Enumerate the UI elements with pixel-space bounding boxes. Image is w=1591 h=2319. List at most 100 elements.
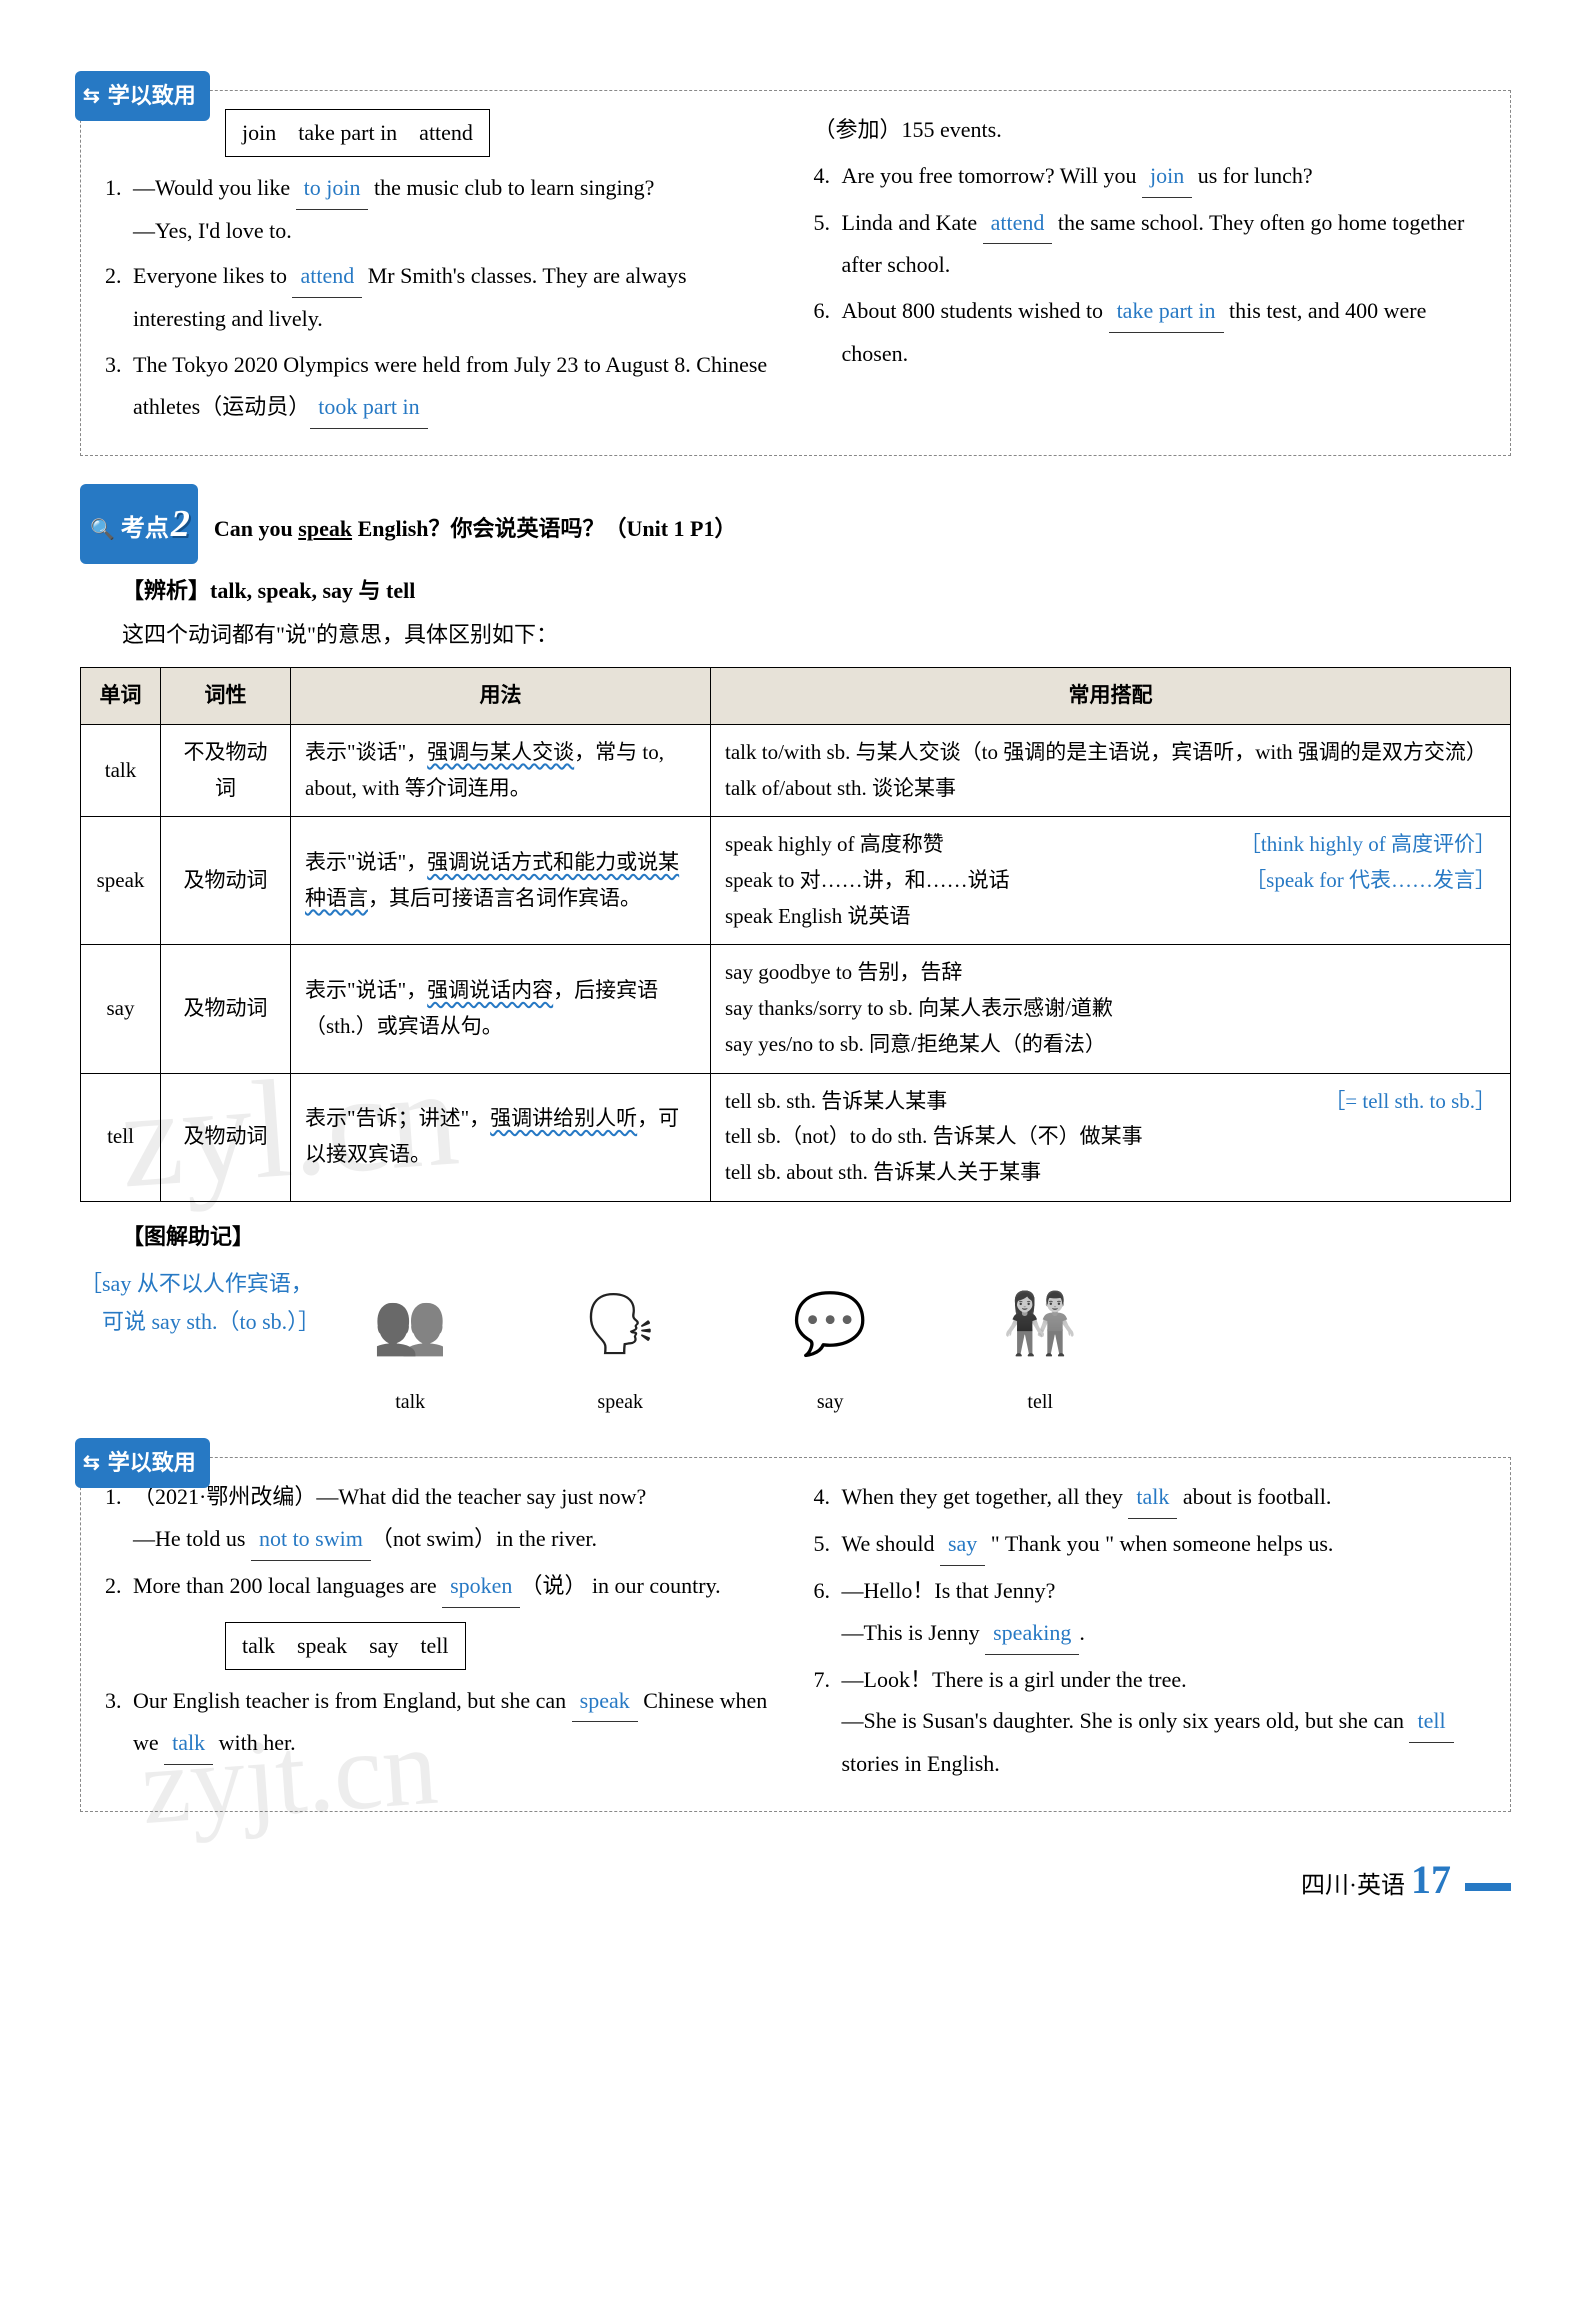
q-line2b: （not swim）in the river. — [371, 1526, 597, 1551]
section-header-2-label: 学以致用 — [108, 1442, 196, 1484]
illustration-item: 👫tell — [980, 1269, 1100, 1421]
kaodian-label: 考点 — [121, 507, 169, 553]
footer-text: 四川·英语 — [1301, 1873, 1405, 1899]
illustration-caption: say — [770, 1383, 890, 1421]
illustration-item: 🗣 speak — [560, 1269, 680, 1421]
ex1-q3: 3. The Tokyo 2020 Olympics were held fro… — [105, 344, 778, 429]
diagram-note: ［say 从不以人作宾语， 可说 say sth.（to sb.）］ — [80, 1265, 320, 1340]
table-row: say及物动词表示"说话"，强调说话内容，后接宾语（sth.）或宾语从句。say… — [81, 945, 1511, 1073]
answer-blank: join — [1142, 155, 1192, 198]
illustration-icon: 👥 — [350, 1269, 470, 1379]
q-text: We should — [842, 1531, 940, 1556]
grammar-table: 单词 词性 用法 常用搭配 talk不及物动词表示"谈话"，强调与某人交谈，常与… — [80, 667, 1511, 1201]
q-text: The Tokyo 2020 Olympics were held from J… — [133, 352, 767, 419]
cell-coll: speak highly of 高度称赞［think highly of 高度评… — [711, 817, 1511, 945]
q-num: 7. — [814, 1659, 842, 1785]
illustration-item: 💬say — [770, 1269, 890, 1421]
answer-blank: attend — [983, 202, 1053, 245]
ex2-q6: 6. —Hello！Is that Jenny? —This is Jenny … — [814, 1570, 1487, 1655]
ex1-q5: 5. Linda and Kate attend the same school… — [814, 202, 1487, 287]
answer-blank: took part in — [310, 386, 427, 429]
answer-blank: take part in — [1109, 290, 1224, 333]
cell-word: speak — [81, 817, 161, 945]
illustration-caption: speak — [560, 1383, 680, 1421]
cell-pos: 及物动词 — [161, 1073, 291, 1201]
cell-word: talk — [81, 725, 161, 817]
answer-blank: say — [940, 1523, 985, 1566]
q-line2b: stories in English. — [842, 1751, 1000, 1776]
exercise1-right-col: （参加）155 events. 4. Are you free tomorrow… — [814, 109, 1487, 433]
answer-blank: speak — [572, 1680, 638, 1723]
ex2-q7: 7. —Look！There is a girl under the tree.… — [814, 1659, 1487, 1785]
kaodian-title: Can you speak English？你会说英语吗？（Unit 1 P1） — [214, 508, 737, 550]
page-footer: 四川·英语 17 — [80, 1842, 1511, 1918]
q-num: 4. — [814, 155, 842, 198]
exercise2-left-col: 1. （2021·鄂州改编）—What did the teacher say … — [105, 1476, 778, 1789]
ex1-q2: 2. Everyone likes to attend Mr Smith's c… — [105, 255, 778, 340]
ex1-q3-cont: （参加）155 events. — [814, 109, 1487, 151]
illustration-icon: 🗣 — [560, 1269, 680, 1379]
answer-blank: spoken — [442, 1565, 520, 1608]
ex2-q2: 2. More than 200 local languages are spo… — [105, 1565, 778, 1608]
cell-coll: say goodbye to 告别，告辞say thanks/sorry to … — [711, 945, 1511, 1073]
cell-usage: 表示"谈话"，强调与某人交谈，常与 to, about, with 等介词连用。 — [291, 725, 711, 817]
magnifier-icon: 🔍 — [90, 511, 115, 549]
answer-blank: speaking — [985, 1612, 1079, 1655]
illustration-caption: talk — [350, 1383, 470, 1421]
q-num: 6. — [814, 290, 842, 375]
q-num: 2. — [105, 1565, 133, 1608]
q-text: When they get together, all they — [842, 1484, 1129, 1509]
q-num: 5. — [814, 202, 842, 287]
section-header-1: ⇆ 学以致用 — [75, 71, 210, 121]
q-text: About 800 students wished to — [842, 298, 1109, 323]
q-num: 1. — [105, 1476, 133, 1561]
answer-blank: attend — [292, 255, 362, 298]
q-text: （说） in our country. — [520, 1573, 720, 1598]
ex2-q3: 3. Our English teacher is from England, … — [105, 1680, 778, 1766]
q-text: —Would you like — [133, 175, 296, 200]
illustration-item: 👥 talk — [350, 1269, 470, 1421]
ex1-q4: 4. Are you free tomorrow? Will you join … — [814, 155, 1487, 198]
q-line2: —He told us — [133, 1526, 251, 1551]
arrows-icon: ⇆ — [83, 77, 100, 115]
q-line2: —This is Jenny — [842, 1620, 986, 1645]
exercise-box-1: ⇆ 学以致用 join take part in attend 1. —Woul… — [80, 90, 1511, 456]
ex2-q4: 4. When they get together, all they talk… — [814, 1476, 1487, 1519]
illustration-icon: 👫 — [980, 1269, 1100, 1379]
q-line2: —Yes, I'd love to. — [133, 210, 778, 252]
answer-blank: talk — [164, 1722, 213, 1765]
cell-usage: 表示"告诉；讲述"，强调讲给别人听，可以接双宾语。 — [291, 1073, 711, 1201]
q-num: 4. — [814, 1476, 842, 1519]
q-text: the music club to learn singing? — [368, 175, 654, 200]
th-pos: 词性 — [161, 668, 291, 725]
intro-text: 这四个动词都有"说"的意思，具体区别如下： — [122, 614, 1511, 656]
q-text: Are you free tomorrow? Will you — [842, 163, 1143, 188]
cell-coll: tell sb. sth. 告诉某人某事［= tell sth. to sb.］… — [711, 1073, 1511, 1201]
q-text: —Hello！Is that Jenny? — [842, 1570, 1487, 1612]
exercise2-right-col: 4. When they get together, all they talk… — [814, 1476, 1487, 1789]
q-text: Our English teacher is from England, but… — [133, 1688, 572, 1713]
kaodian-num: 2 — [171, 488, 190, 560]
q-text: us for lunch? — [1192, 163, 1312, 188]
th-word: 单词 — [81, 668, 161, 725]
kaodian-badge: 🔍 考点2 — [80, 484, 198, 564]
cell-pos: 不及物动词 — [161, 725, 291, 817]
q-line2: —She is Susan's daughter. She is only si… — [842, 1708, 1410, 1733]
analysis-label: 【辨析】talk, speak, say 与 tell — [122, 570, 1511, 612]
answer-blank: to join — [296, 167, 369, 210]
th-coll: 常用搭配 — [711, 668, 1511, 725]
page-number: 17 — [1411, 1857, 1451, 1902]
q-line2b: . — [1079, 1620, 1085, 1645]
exercise-box-2: ⇆ 学以致用 1. （2021·鄂州改编）—What did the teach… — [80, 1457, 1511, 1812]
diagram-label: 【图解助记】 — [122, 1216, 1511, 1258]
q-text: Linda and Kate — [842, 210, 983, 235]
answer-blank: tell — [1409, 1700, 1453, 1743]
q-text: Everyone likes to — [133, 263, 292, 288]
word-box-2: talk speak say tell — [225, 1622, 466, 1670]
cell-word: say — [81, 945, 161, 1073]
section-header-2: ⇆ 学以致用 — [75, 1438, 210, 1488]
cell-word: tell — [81, 1073, 161, 1201]
q-num: 6. — [814, 1570, 842, 1655]
answer-blank: not to swim — [251, 1518, 371, 1561]
ex2-q1: 1. （2021·鄂州改编）—What did the teacher say … — [105, 1476, 778, 1561]
